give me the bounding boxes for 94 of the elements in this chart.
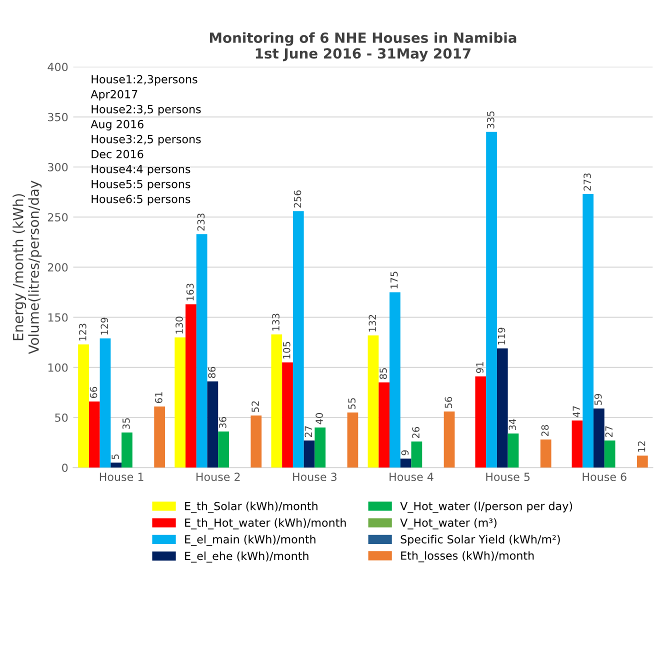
bar [400,458,412,468]
data-label: 273 [584,174,591,191]
y-tick-label: 100 [48,363,68,372]
y-tick-label: 250 [48,213,68,222]
data-label: 52 [252,401,259,412]
data-label: 119 [498,328,506,345]
data-label: 163 [186,284,194,300]
bar [378,382,390,468]
data-label: 34 [508,418,516,430]
data-label: 86 [208,366,216,378]
data-label: 40 [316,413,323,424]
bar [347,412,358,468]
data-label: 26 [412,427,420,438]
x-tick-label: House 4 [390,472,434,482]
text: House1:2,3persons Apr2017 House2:3,5 persons Aug 2016 House3:2,5 persons Dec 2016 House4:4 persons House5:5 persons House6:5 persons [90,75,201,206]
bar [174,337,186,468]
data-label: 35 [122,418,130,430]
data-label: 256 [294,190,302,208]
bar [122,432,132,468]
y-tick-label: 400 [48,62,68,72]
bar [207,381,218,468]
legend-label: V_Hot_water (m³) [400,518,496,530]
x-tick-label: House 1 [100,472,144,482]
legend-label: E_th_Hot_water (kWh)/month [185,518,346,530]
data-label: 123 [78,324,86,341]
bar [88,401,100,468]
data-label: 233 [197,214,205,231]
data-label: 133 [272,314,280,330]
bar [271,334,282,468]
legend-label: Specific Solar Yield (kWh/m²) [400,534,560,546]
bar [154,406,165,468]
bar [572,420,583,468]
chart-title: Monitoring of 6 NHE Houses in Namibia 1st June 2016 - 31May 2017 [210,32,516,62]
data-label: 47 [572,406,580,418]
legend-label: E_th_Solar (kWh)/month [185,502,318,513]
bar [218,432,229,468]
bar [304,440,315,468]
bar [411,442,422,468]
data-label: 12 [638,441,646,452]
bar [540,440,552,468]
bar [594,408,604,468]
data-label: 335 [486,111,494,128]
bar [110,462,122,468]
y-axis-title: Energy /month (kWh) Volume(litres/person/day [12,180,42,354]
y-tick-label: 200 [48,263,68,272]
data-label: 61 [155,392,162,404]
y-tick-label: 150 [48,313,68,322]
data-label: 27 [304,426,312,438]
y-tick-label: 350 [48,112,68,122]
bar [444,411,455,468]
x-tick-label: House 2 [196,472,240,482]
bar [78,344,89,468]
data-label: 56 [444,396,452,408]
y-tick-label: 50 [55,413,68,422]
legend-label: Eth_losses (kWh)/month [401,551,534,562]
bar [604,440,616,468]
data-label: 66 [90,386,98,398]
bar [582,194,594,468]
bar [282,362,293,468]
data-label: 28 [541,425,549,436]
data-label: 130 [176,316,183,334]
data-label: 175 [390,272,398,288]
legend-label: E_el_ehe (kWh)/month [185,552,308,563]
bar [314,428,326,468]
bar [496,348,508,468]
bar [508,434,519,468]
data-label: 59 [594,394,602,405]
bar [368,335,379,468]
data-label: 105 [282,342,290,359]
data-label: 9 [401,450,409,456]
bar [186,304,196,468]
legend-label: V_Hot_water (l/person per day) [400,502,572,513]
y-tick-label: 300 [48,162,68,172]
y-tick-label: 0 [62,464,68,472]
legend-label: E_el_main (kWh)/month [185,534,316,546]
x-tick-label: House 6 [582,472,626,482]
bar [100,338,111,468]
bar [292,211,304,468]
data-label: 85 [380,368,387,379]
data-label: 5 [112,454,119,460]
data-label: 55 [348,398,356,409]
x-tick-label: House 5 [486,472,530,482]
bar [250,415,262,468]
data-label: 91 [476,362,484,374]
data-label: 36 [219,416,226,428]
bar [486,132,497,468]
bar [475,376,486,468]
bar [636,456,648,468]
bar [196,234,208,468]
bar [390,292,400,468]
x-tick-label: House 3 [293,472,337,482]
data-label: 129 [100,318,108,334]
data-label: 132 [368,314,376,332]
data-label: 27 [605,426,613,438]
